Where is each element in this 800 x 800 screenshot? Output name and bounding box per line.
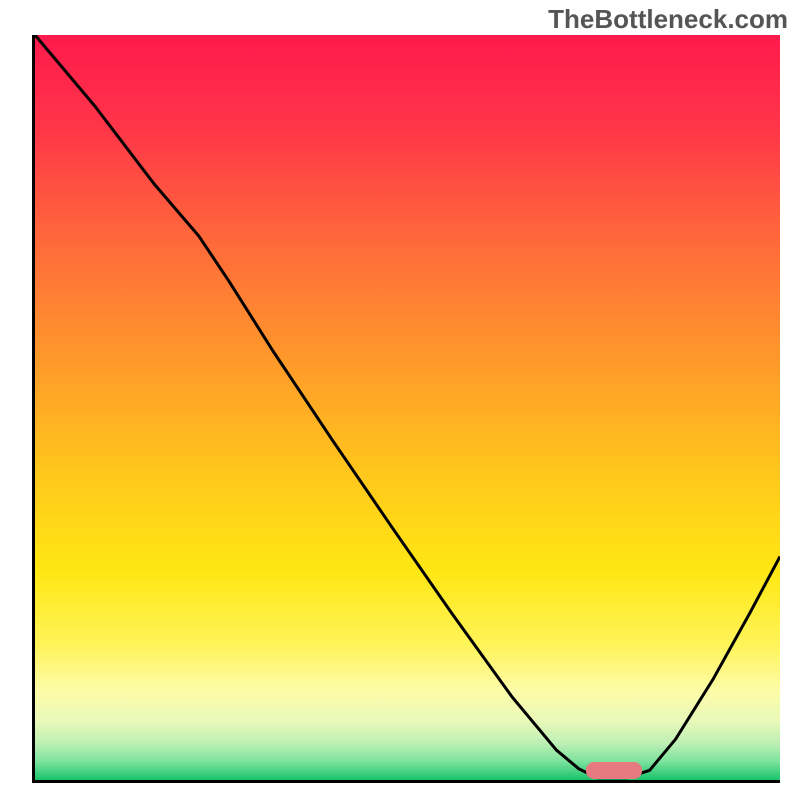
x-axis <box>32 780 780 783</box>
plot-area <box>35 35 780 780</box>
watermark-text: TheBottleneck.com <box>548 4 788 35</box>
bottleneck-chart: TheBottleneck.com <box>0 0 800 800</box>
minimum-marker <box>586 762 642 779</box>
y-axis <box>32 35 35 783</box>
curve-line <box>35 35 780 780</box>
